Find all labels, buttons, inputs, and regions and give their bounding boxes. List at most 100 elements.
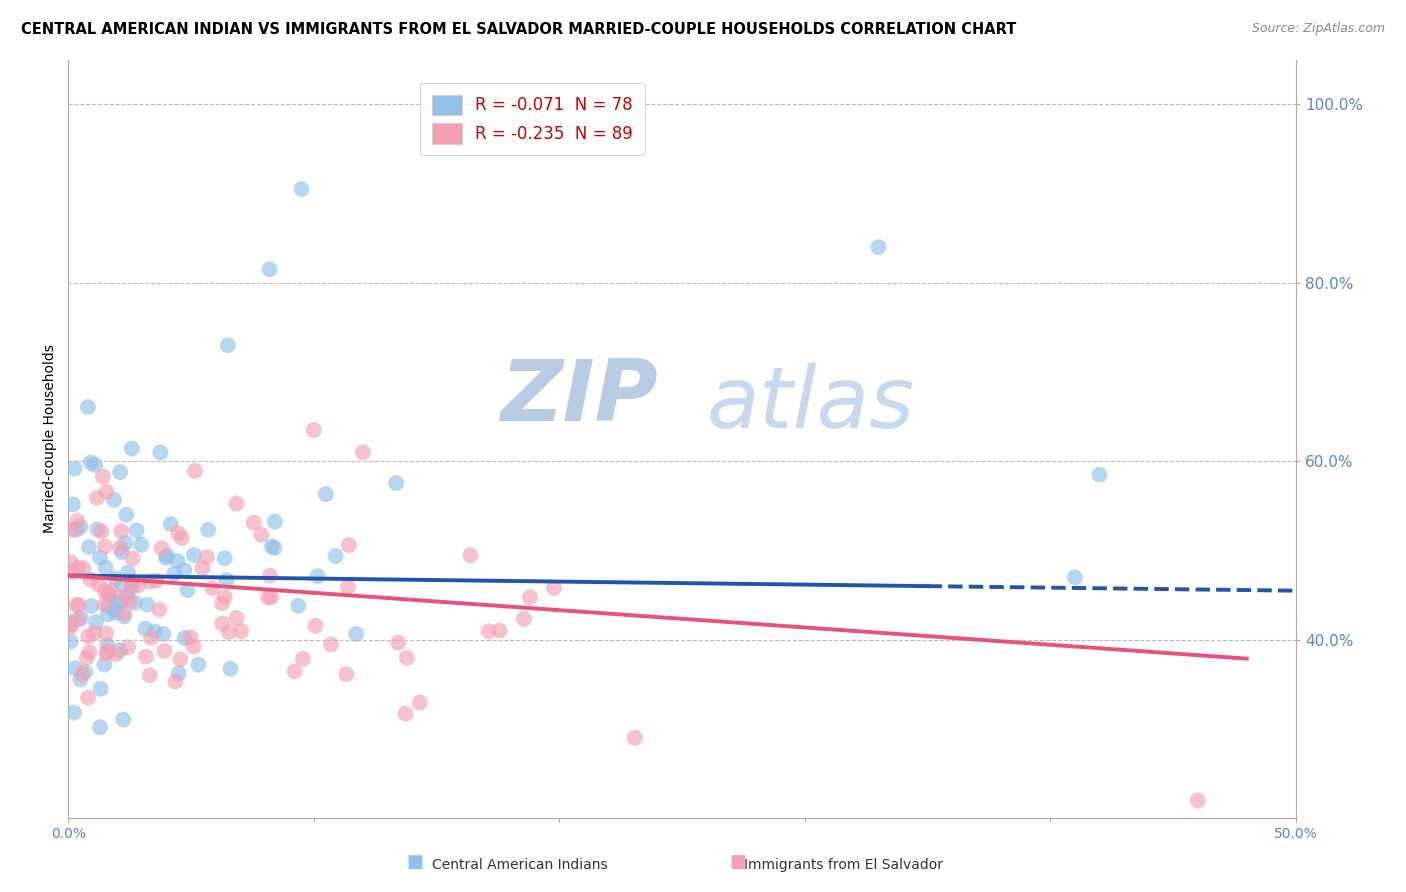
Point	[173, 563, 195, 577]
Text: Central American Indians: Central American Indians	[433, 858, 607, 872]
Point	[59, 634, 82, 648]
Point	[93, 597, 115, 611]
Point	[125, 524, 148, 538]
Point	[108, 541, 131, 555]
Point	[63, 661, 86, 675]
Point	[152, 627, 174, 641]
Point	[336, 580, 359, 594]
Point	[59, 617, 82, 632]
Point	[387, 636, 409, 650]
Point	[67, 599, 90, 613]
Point	[211, 596, 233, 610]
Point	[315, 487, 337, 501]
Point	[395, 650, 418, 665]
Point	[176, 583, 198, 598]
Legend: R = -0.071  N = 78, R = -0.235  N = 89: R = -0.071 N = 78, R = -0.235 N = 89	[420, 83, 645, 155]
Point	[283, 665, 305, 679]
Point	[197, 523, 219, 537]
Point	[107, 596, 129, 610]
Point	[135, 649, 157, 664]
Point	[121, 551, 143, 566]
Point	[170, 531, 193, 545]
Point	[112, 713, 135, 727]
Point	[148, 602, 170, 616]
Point	[169, 652, 191, 666]
Point	[229, 624, 252, 639]
Point	[187, 657, 209, 672]
Point	[105, 647, 128, 661]
Point	[136, 598, 159, 612]
Point	[112, 606, 135, 620]
Point	[118, 594, 141, 608]
Point	[75, 665, 97, 679]
Point	[259, 262, 281, 277]
Point	[77, 400, 100, 414]
Point	[868, 240, 890, 254]
Point	[242, 516, 264, 530]
Text: Immigrants from El Salvador: Immigrants from El Salvador	[744, 858, 943, 872]
Point	[1063, 570, 1085, 584]
Point	[543, 581, 565, 595]
Point	[225, 611, 247, 625]
Point	[79, 645, 101, 659]
Point	[292, 652, 315, 666]
Point	[149, 445, 172, 459]
Point	[87, 577, 110, 591]
Point	[94, 626, 117, 640]
Point	[94, 560, 117, 574]
Point	[84, 458, 107, 472]
Point	[260, 590, 283, 604]
Point	[225, 497, 247, 511]
Point	[112, 609, 135, 624]
Point	[98, 587, 121, 601]
Point	[111, 545, 134, 559]
Point	[319, 638, 342, 652]
Point	[127, 578, 149, 592]
Point	[259, 568, 281, 582]
Point	[139, 574, 162, 589]
Point	[97, 587, 120, 601]
Point	[215, 573, 238, 587]
Point	[93, 657, 115, 672]
Point	[290, 182, 312, 196]
Point	[218, 624, 240, 639]
Text: Source: ZipAtlas.com: Source: ZipAtlas.com	[1251, 22, 1385, 36]
Point	[143, 624, 166, 639]
Point	[91, 469, 114, 483]
Point	[1088, 467, 1111, 482]
Point	[183, 548, 205, 562]
Point	[84, 615, 107, 629]
Point	[90, 524, 112, 539]
Point	[217, 338, 239, 352]
Point	[96, 647, 118, 661]
Point	[117, 590, 139, 604]
Text: ■: ■	[406, 853, 423, 871]
Point	[219, 662, 242, 676]
Point	[103, 492, 125, 507]
Point	[409, 696, 432, 710]
Point	[86, 522, 108, 536]
Point	[211, 616, 233, 631]
Point	[97, 607, 120, 622]
Point	[117, 566, 139, 580]
Point	[66, 612, 89, 626]
Point	[115, 508, 138, 522]
Point	[139, 668, 162, 682]
Point	[90, 681, 112, 696]
Point	[80, 599, 103, 614]
Point	[478, 624, 501, 639]
Point	[179, 630, 201, 644]
Point	[66, 514, 89, 528]
Point	[86, 491, 108, 505]
Point	[153, 644, 176, 658]
Point	[67, 560, 90, 574]
Point	[129, 538, 152, 552]
Point	[105, 606, 128, 620]
Point	[96, 484, 118, 499]
Point	[80, 456, 103, 470]
Point	[89, 720, 111, 734]
Point	[325, 549, 347, 563]
Point	[79, 573, 101, 587]
Point	[62, 565, 84, 579]
Point	[167, 526, 190, 541]
